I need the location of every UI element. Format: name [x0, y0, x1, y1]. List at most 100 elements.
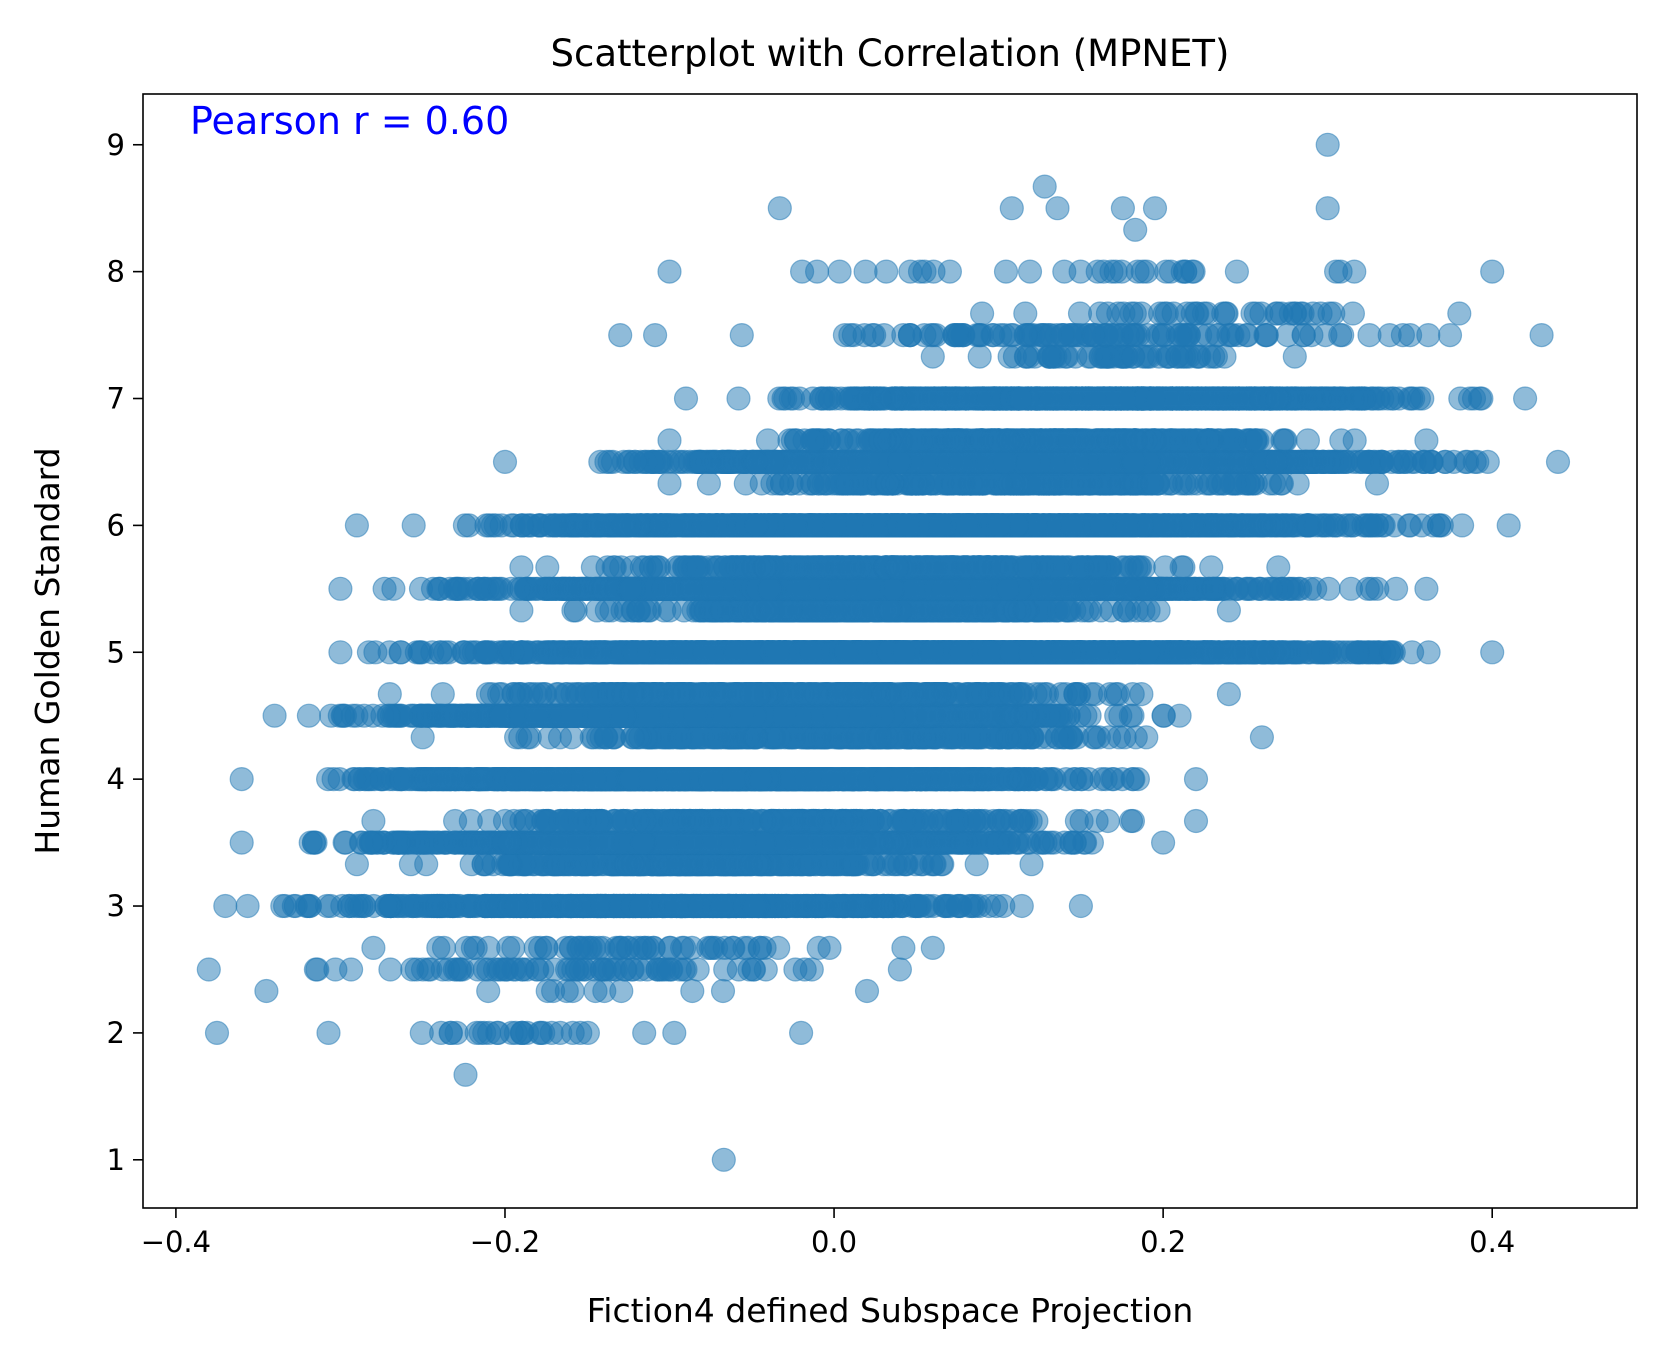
scatter-point — [957, 893, 982, 919]
scatter-point — [820, 766, 845, 792]
scatter-point — [608, 808, 633, 834]
scatter-point — [929, 852, 954, 877]
scatter-point — [1183, 766, 1209, 792]
scatter-point — [508, 725, 533, 750]
scatter-point — [986, 830, 1011, 855]
scatter-point — [664, 893, 689, 919]
scatter-point — [616, 935, 641, 961]
scatter-point — [953, 830, 979, 855]
scatter-point — [333, 830, 358, 855]
scatter-point — [464, 1020, 489, 1046]
scatter-point — [1249, 725, 1275, 750]
scatter-point — [497, 852, 522, 877]
scatter-point — [964, 852, 989, 877]
scatter-point — [738, 852, 763, 877]
scatter-point — [613, 957, 638, 982]
scatter-point — [426, 935, 451, 961]
scatter-point — [559, 725, 584, 750]
scatter-point — [871, 893, 896, 919]
scatter-point — [986, 808, 1012, 834]
scatter-point — [781, 808, 806, 834]
scatter-point — [632, 808, 657, 834]
scatter-point — [321, 766, 346, 792]
scatter-point — [1125, 766, 1151, 792]
scatter-point — [846, 893, 871, 919]
scatter-point — [404, 957, 429, 982]
scatter-point — [743, 725, 768, 750]
scatter-point — [213, 893, 238, 919]
scatter-point — [582, 957, 607, 982]
scatter-point — [566, 935, 591, 961]
scatter-point — [630, 830, 655, 855]
scatter-point — [229, 766, 254, 792]
scatter-point — [817, 935, 842, 961]
scatter-point — [360, 830, 385, 855]
scatter-point — [361, 808, 386, 834]
scatter-point — [1150, 830, 1176, 855]
scatter-point — [655, 957, 681, 982]
scatter-point — [660, 808, 685, 834]
scatter-point — [830, 808, 855, 834]
scatter-point — [523, 935, 548, 961]
scatter-point — [460, 935, 485, 961]
scatter-point — [492, 808, 518, 834]
scatter-point — [545, 852, 571, 877]
scatter-point — [558, 893, 584, 919]
scatter-point — [769, 852, 794, 877]
scatter-point — [654, 830, 679, 855]
scatter-point — [649, 725, 675, 750]
scatter-point — [937, 766, 962, 792]
scatter-point — [662, 1020, 687, 1046]
scatter-point — [783, 957, 808, 982]
scatter-point — [891, 808, 916, 834]
scatter-point — [1019, 852, 1044, 877]
scatter-point — [296, 703, 321, 728]
scatter-point — [316, 1020, 341, 1046]
scatter-point — [1044, 725, 1069, 750]
scatter-point — [531, 1020, 556, 1046]
scatter-point — [443, 808, 468, 834]
scatter-point — [884, 725, 910, 750]
scatter-point — [807, 725, 833, 750]
scatter-point — [689, 725, 715, 750]
scatter-point — [710, 978, 736, 1004]
scatter-point — [566, 830, 592, 855]
scatter-point — [409, 1020, 434, 1046]
scatter-point — [428, 893, 453, 919]
scatter-point — [860, 808, 886, 834]
scatter-point — [330, 893, 355, 919]
scatter-point — [361, 935, 386, 961]
scatter-point — [920, 935, 945, 961]
scatter-point — [851, 830, 877, 855]
scatter-point — [1108, 703, 1133, 728]
scatter-point — [453, 1062, 478, 1087]
scatter-point — [577, 808, 602, 834]
scatter-point — [1009, 893, 1034, 919]
scatter-point — [476, 978, 501, 1004]
scatter-point — [613, 852, 639, 877]
scatter-point — [580, 852, 606, 877]
scatter-point — [742, 893, 767, 919]
scatter-point — [1004, 725, 1029, 750]
scatter-point — [687, 808, 712, 834]
scatter-point — [378, 957, 403, 982]
scatter-point — [732, 830, 757, 855]
scatter-point — [1076, 766, 1101, 792]
scatter-point — [916, 830, 941, 855]
scatter-point — [788, 1020, 814, 1046]
scatter-point — [410, 725, 435, 750]
scatter-point — [1017, 830, 1042, 855]
scatter-point — [470, 766, 495, 792]
scatter-point — [344, 852, 369, 877]
scatter-point — [632, 1020, 657, 1046]
scatter-point — [526, 830, 551, 855]
scatter-point — [798, 852, 824, 877]
scatter-point — [678, 830, 704, 855]
scatter-point — [767, 725, 792, 750]
scatter-point — [262, 703, 287, 728]
scatter-point — [726, 957, 751, 982]
scatter-point — [1118, 808, 1144, 834]
scatter-point — [235, 893, 260, 919]
scatter-point — [377, 893, 402, 919]
scatter-point — [486, 1020, 511, 1046]
